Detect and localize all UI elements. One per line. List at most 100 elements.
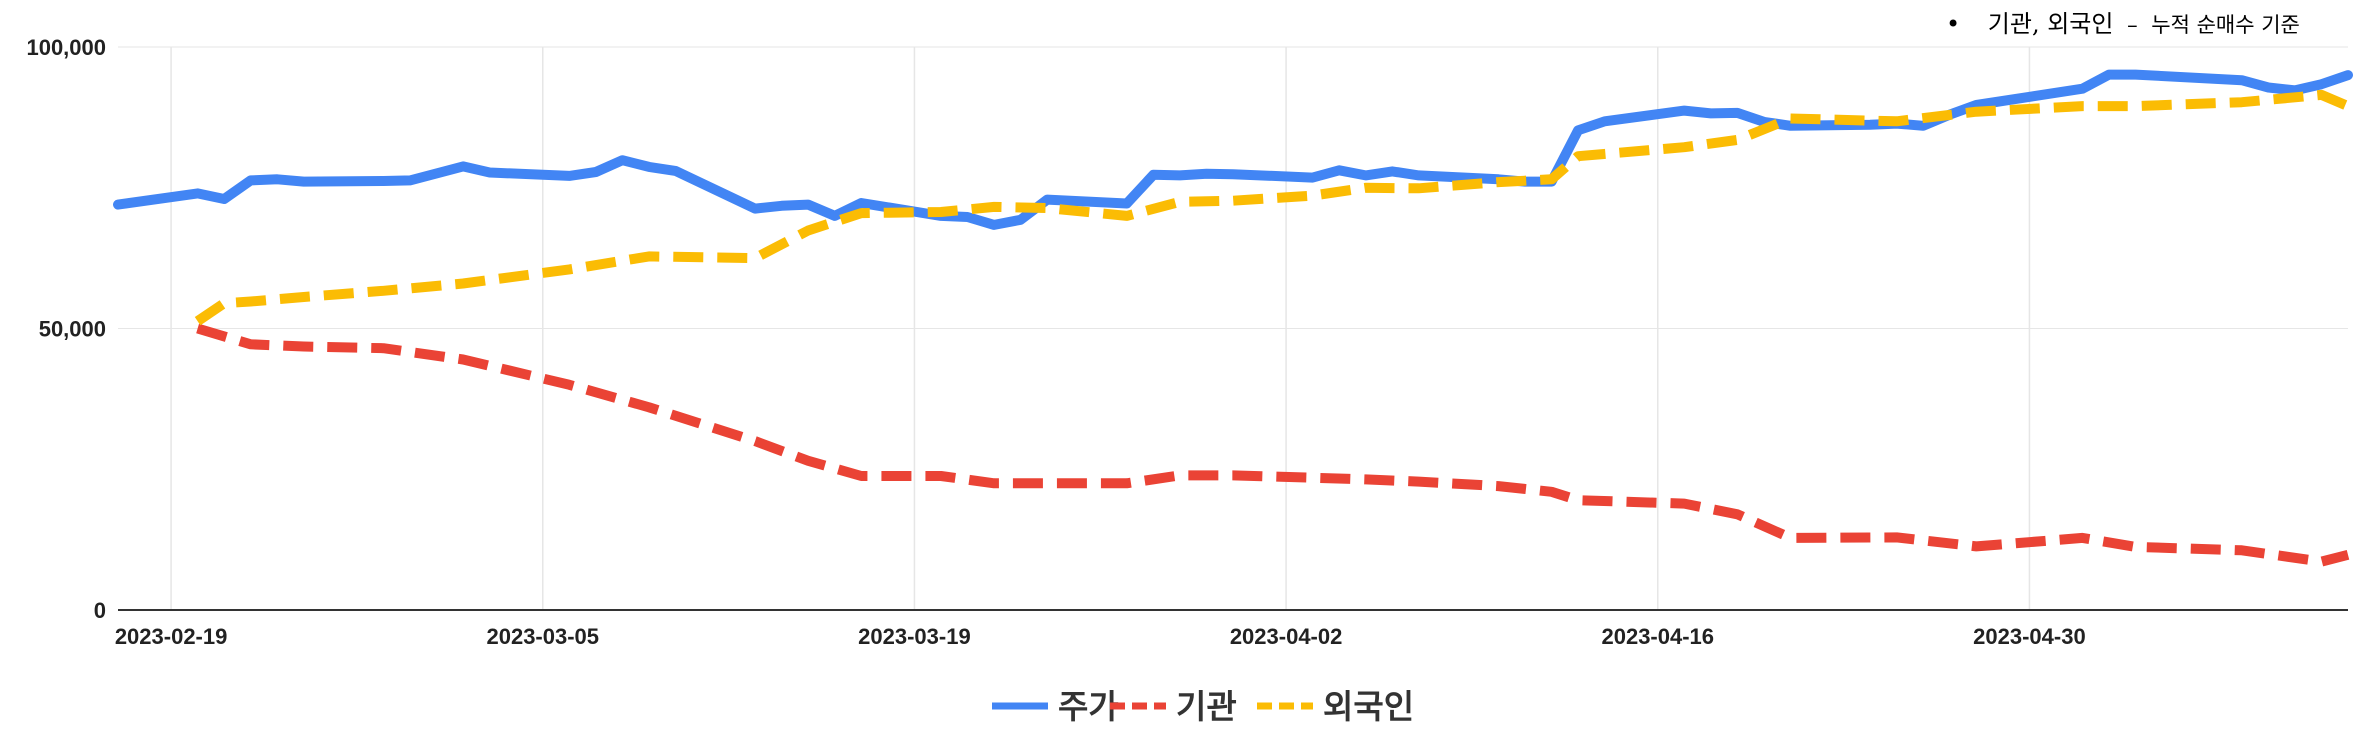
data-point — [1415, 184, 1423, 192]
x-tick-label: 2023-03-19 — [858, 624, 971, 649]
data-point — [247, 340, 255, 348]
data-point — [300, 178, 308, 186]
data-point — [459, 356, 467, 364]
legend: 주가 기관 외국인 — [992, 687, 1414, 726]
data-point — [273, 175, 281, 183]
data-point — [990, 479, 998, 487]
data-point — [804, 227, 812, 235]
data-point — [990, 203, 998, 211]
data-point — [459, 280, 467, 288]
data-point — [1733, 109, 1741, 117]
svg-text:• 기관, 외국인 –: • 기관, 외국인 – 누적 순매수 기준 — [1946, 10, 2300, 38]
data-point — [380, 177, 388, 185]
data-point — [1574, 496, 1582, 504]
data-point — [645, 403, 653, 411]
data-point — [2079, 534, 2087, 542]
x-tick-label: 2023-04-02 — [1230, 624, 1343, 649]
data-point — [1495, 482, 1503, 490]
data-point — [1866, 121, 1874, 129]
data-point — [2344, 551, 2352, 559]
data-point — [1787, 534, 1795, 542]
data-point — [2132, 543, 2140, 551]
data-point — [831, 212, 839, 220]
data-point — [565, 265, 573, 273]
data-point — [1043, 196, 1051, 204]
data-point — [194, 189, 202, 197]
data-point — [645, 252, 653, 260]
data-point — [1707, 109, 1715, 117]
data-point — [220, 299, 228, 307]
data-point — [1149, 171, 1157, 179]
data-point — [937, 472, 945, 480]
data-point — [194, 325, 202, 333]
data-point — [2264, 84, 2272, 92]
data-point — [1388, 167, 1396, 175]
data-point — [1893, 117, 1901, 125]
data-point — [592, 168, 600, 176]
data-point — [2132, 102, 2140, 110]
y-tick-label: 0 — [94, 598, 106, 623]
data-point — [247, 176, 255, 184]
data-point — [964, 213, 972, 221]
data-point — [1548, 488, 1556, 496]
data-point — [1043, 479, 1051, 487]
data-point — [2318, 91, 2326, 99]
data-point — [1309, 192, 1317, 200]
data-point — [2318, 80, 2326, 88]
data-point — [751, 437, 759, 445]
data-point — [2105, 71, 2113, 79]
data-point — [1229, 197, 1237, 205]
chart-note: • 기관, 외국인 – 누적 순매수 기준 — [1946, 10, 2300, 38]
data-point — [2238, 98, 2246, 106]
data-point — [1574, 126, 1582, 134]
data-point — [1123, 200, 1131, 208]
data-point — [114, 201, 122, 209]
series-lines — [113, 69, 2353, 567]
note-bullet: • — [1946, 10, 1960, 38]
data-point — [380, 287, 388, 295]
data-point — [857, 472, 865, 480]
note-dash: – — [2127, 13, 2138, 37]
x-tick-label: 2023-03-05 — [486, 624, 599, 649]
data-point — [2344, 102, 2352, 110]
data-point — [1043, 204, 1051, 212]
data-point — [300, 343, 308, 351]
data-point — [804, 201, 812, 209]
legend-label: 주가 — [1058, 687, 1119, 726]
data-point — [2318, 558, 2326, 566]
x-tick-label: 2023-02-19 — [115, 624, 228, 649]
data-point — [1680, 107, 1688, 115]
legend-item-1: 주가 — [992, 687, 1119, 726]
data-point — [1601, 117, 1609, 125]
data-point — [1203, 170, 1211, 178]
data-point — [1787, 115, 1795, 123]
data-point — [1176, 198, 1184, 206]
data-point — [1972, 542, 1980, 550]
data-point — [1362, 171, 1370, 179]
y-tick-label: 100,000 — [26, 35, 106, 60]
data-point — [990, 221, 998, 229]
data-point — [1495, 178, 1503, 186]
data-point — [1972, 108, 1980, 116]
data-point — [2238, 546, 2246, 554]
data-point — [1680, 500, 1688, 508]
data-point — [565, 381, 573, 389]
data-point — [300, 293, 308, 301]
legend-label: 외국인 — [1323, 687, 1414, 726]
data-point — [1362, 475, 1370, 483]
data-point — [751, 205, 759, 213]
data-point — [1574, 152, 1582, 160]
data-point — [672, 167, 680, 175]
data-point — [804, 457, 812, 465]
data-point — [1415, 171, 1423, 179]
data-point — [247, 298, 255, 306]
data-point — [1176, 471, 1184, 479]
data-point — [1415, 478, 1423, 486]
data-point — [2079, 85, 2087, 93]
legend-item-2: 기관 — [1110, 687, 1237, 726]
data-point — [1017, 216, 1025, 224]
data-point — [1123, 212, 1131, 220]
y-axis-ticks: 0 50,000 100,000 — [26, 35, 106, 623]
data-point — [751, 254, 759, 262]
x-tick-label: 2023-04-16 — [1601, 624, 1714, 649]
